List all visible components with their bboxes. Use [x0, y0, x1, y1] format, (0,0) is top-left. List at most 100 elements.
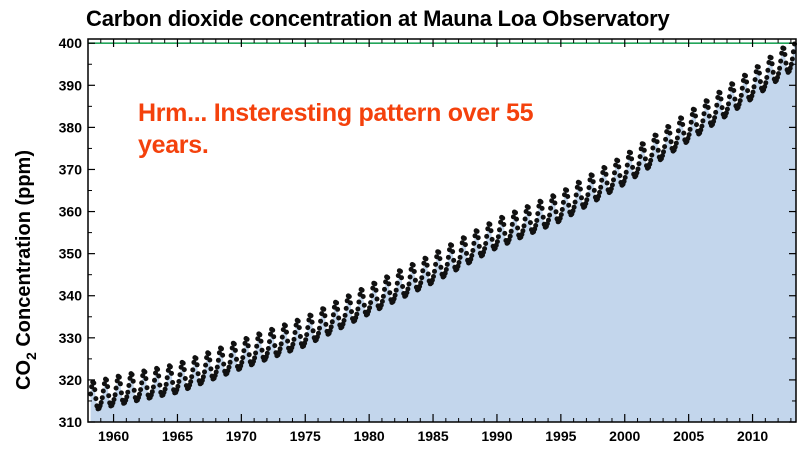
data-point [688, 119, 694, 125]
data-point [278, 341, 284, 347]
data-point [487, 221, 493, 227]
data-point [559, 207, 565, 212]
data-point [484, 233, 490, 239]
data-point [252, 355, 258, 361]
data-point [520, 228, 526, 234]
y-tick-label: 390 [59, 77, 83, 93]
data-point [418, 280, 424, 286]
data-point [341, 318, 347, 323]
data-point [680, 122, 686, 127]
data-point [612, 170, 617, 176]
data-point [206, 351, 212, 357]
data-point [264, 350, 270, 356]
data-point [743, 73, 748, 79]
data-point [515, 225, 521, 231]
data-point [419, 275, 425, 281]
data-point [445, 254, 451, 260]
data-point [699, 123, 705, 129]
data-point [727, 94, 732, 100]
data-point [527, 220, 533, 226]
data-point [93, 396, 99, 402]
data-point [392, 292, 398, 298]
data-point [316, 330, 321, 336]
data-point [482, 246, 488, 252]
data-point [461, 235, 467, 241]
data-point [114, 378, 120, 384]
data-point [245, 343, 251, 349]
data-point [789, 56, 795, 62]
data-point [547, 212, 553, 218]
data-point [424, 262, 430, 268]
data-point [407, 274, 413, 280]
data-point [616, 164, 622, 170]
data-point [190, 367, 196, 373]
data-point [368, 300, 374, 306]
data-point [140, 373, 146, 379]
data-point [305, 325, 311, 331]
data-point [534, 218, 540, 223]
data-point [713, 109, 719, 115]
data-point [590, 179, 596, 185]
data-point [611, 177, 616, 183]
data-point [380, 293, 386, 299]
data-point [130, 378, 136, 384]
data-point [203, 362, 209, 368]
data-point [92, 387, 98, 393]
data-point [615, 158, 621, 164]
data-point [654, 139, 660, 145]
data-point [507, 233, 513, 239]
data-point [144, 385, 150, 391]
data-point [597, 189, 603, 195]
data-point [290, 341, 296, 347]
data-point [359, 287, 365, 293]
data-point [127, 375, 133, 381]
data-point [474, 228, 480, 234]
data-point [373, 287, 379, 293]
data-point [270, 327, 276, 333]
data-point [308, 313, 314, 319]
x-tick-label: 2000 [609, 428, 640, 444]
data-point [641, 147, 647, 153]
data-point [279, 334, 285, 340]
data-point [573, 192, 579, 198]
data-point [744, 79, 750, 85]
data-point [131, 387, 137, 393]
data-point [655, 147, 661, 153]
data-point [372, 281, 378, 287]
data-point [125, 389, 131, 395]
data-point [112, 392, 118, 398]
data-point [89, 384, 95, 390]
data-point [540, 214, 546, 220]
data-point [423, 256, 429, 262]
data-point [296, 325, 302, 331]
data-point [599, 177, 605, 183]
data-point [231, 341, 237, 347]
data-point [635, 166, 641, 172]
data-point [177, 372, 183, 378]
data-point [500, 215, 506, 221]
data-point [522, 216, 528, 222]
y-tick-label: 320 [59, 372, 83, 388]
data-point [386, 281, 392, 287]
data-point [239, 359, 245, 365]
data-point [292, 330, 298, 335]
data-point [731, 88, 737, 93]
data-point [576, 180, 582, 186]
data-point [624, 162, 630, 168]
data-point [189, 374, 195, 380]
data-point [647, 161, 653, 167]
x-axis: 1960 1965 1970 1975 1980 1985 1990 1995 2000 2005… [87, 39, 792, 444]
data-point [672, 144, 678, 150]
data-point [739, 85, 745, 91]
data-point [745, 88, 751, 94]
data-point [176, 379, 182, 384]
data-point [790, 49, 796, 55]
x-tick-label: 1960 [98, 428, 129, 444]
y-tick-label: 370 [59, 161, 83, 177]
data-point [202, 369, 207, 375]
data-point [757, 79, 763, 85]
y-axis-label: CO2 Concentration (ppm) [13, 150, 39, 390]
data-point [330, 312, 336, 318]
data-point [732, 96, 738, 102]
data-point [764, 75, 770, 80]
